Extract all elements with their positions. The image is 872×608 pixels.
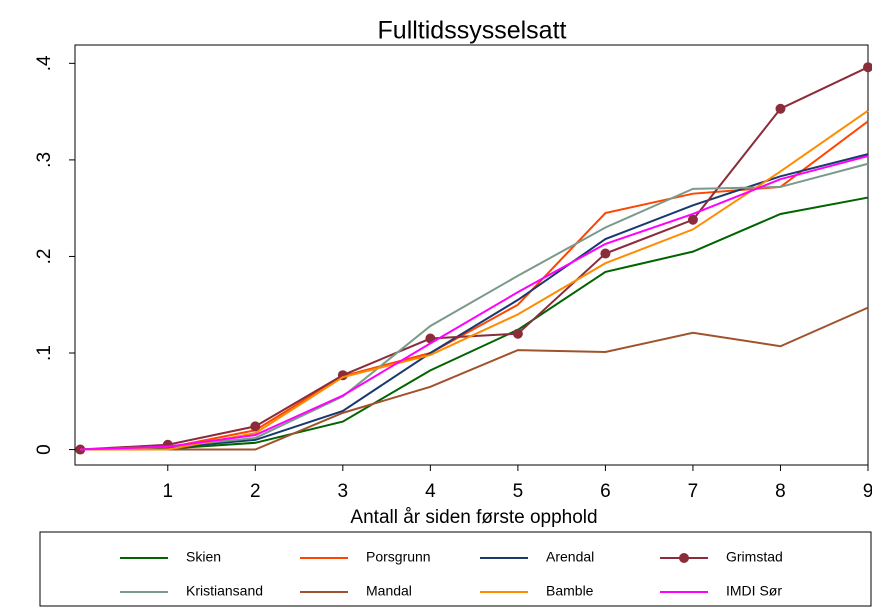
line [80, 120, 869, 451]
plot-frame [74, 44, 869, 466]
x-tick-label: 3 [338, 481, 349, 502]
x-axis-title: Antall år siden første opphold [350, 507, 597, 528]
legend-label: Mandal [366, 583, 412, 599]
legend-label: Grimstad [726, 549, 783, 565]
x-tick-label: 2 [250, 481, 261, 502]
y-tick-label: .2 [34, 249, 55, 265]
y-tick-label: 0 [34, 444, 55, 455]
y-tick-label: .1 [34, 345, 55, 361]
x-tick-label: 7 [688, 481, 699, 502]
legend-label: Bamble [546, 583, 594, 599]
legend-label: IMDI Sør [726, 583, 782, 599]
line [80, 155, 869, 451]
point [250, 421, 261, 432]
point [512, 328, 523, 339]
legend-label: Skien [186, 549, 221, 565]
line [80, 66, 869, 451]
legend-marker [679, 553, 689, 563]
legend-label: Arendal [546, 549, 594, 565]
x-tick-label: 1 [162, 481, 173, 502]
x-tick-label: 5 [513, 481, 524, 502]
line [80, 153, 869, 451]
point [600, 248, 611, 259]
x-tick-label: 8 [775, 481, 786, 502]
x-tick-label: 6 [600, 481, 611, 502]
line [80, 306, 869, 451]
point [863, 62, 872, 73]
legend-label: Kristiansand [186, 583, 263, 599]
point [687, 214, 698, 225]
point [775, 103, 786, 114]
legend-box [39, 531, 872, 607]
y-tick-label: .3 [34, 152, 55, 168]
legend-label: Porsgrunn [366, 549, 431, 565]
chart-title: Fulltidssysselsatt [378, 17, 567, 45]
line [80, 109, 869, 451]
line [80, 196, 869, 451]
x-tick-label: 4 [425, 481, 436, 502]
line [80, 162, 869, 451]
y-tick-label: .4 [34, 55, 55, 71]
x-tick-label: 9 [863, 481, 872, 502]
